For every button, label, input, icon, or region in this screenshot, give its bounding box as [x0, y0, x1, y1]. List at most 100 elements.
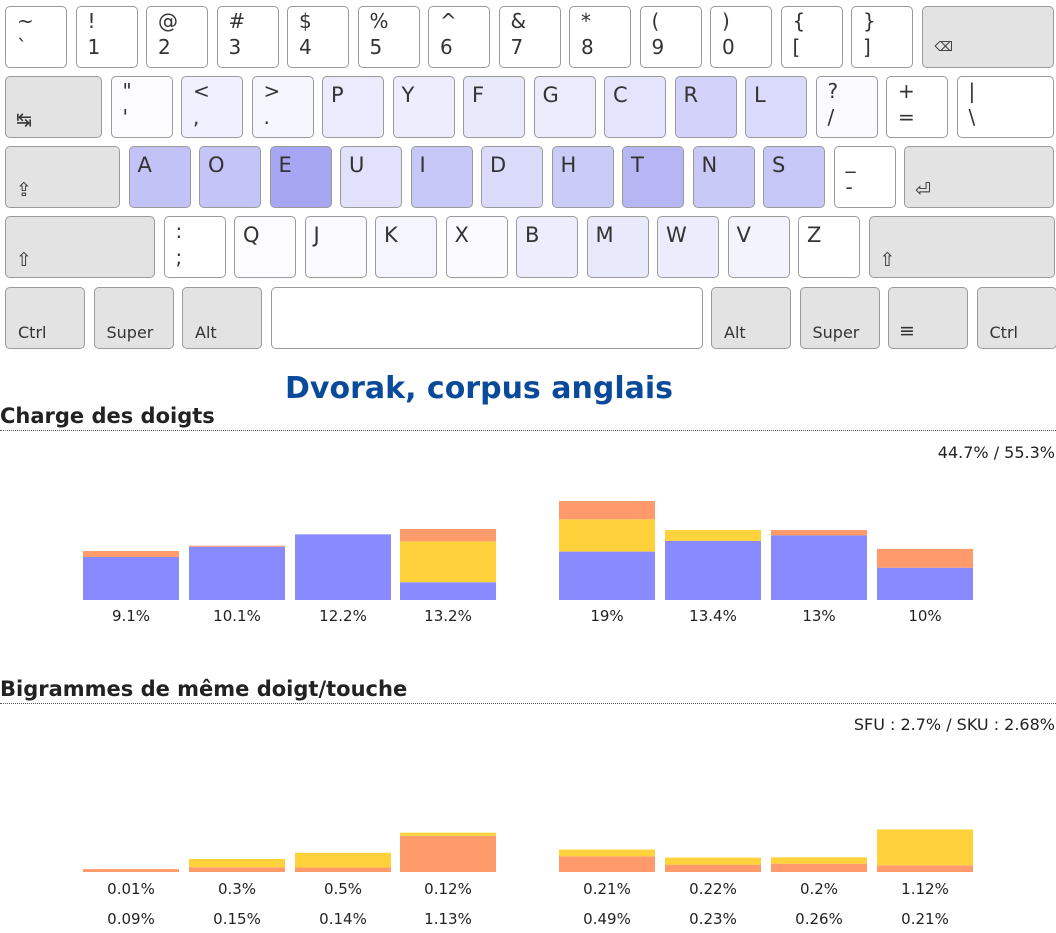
key-e[interactable]: E — [269, 146, 332, 208]
key-label: L — [754, 83, 766, 107]
bar-segment-yellow — [295, 852, 391, 868]
bar-label: 13.2% — [424, 607, 472, 625]
key-alt[interactable]: Alt — [711, 287, 791, 349]
bar-label: 10% — [908, 607, 941, 625]
key-base-label: ` — [17, 35, 27, 59]
key-symbol[interactable]: >. — [251, 76, 314, 138]
key-symbol[interactable]: {[ — [780, 6, 843, 68]
key-symbol[interactable]: (9 — [639, 6, 702, 68]
sfu-label: 0.3% — [218, 880, 256, 898]
key-y[interactable]: Y — [392, 76, 455, 138]
key-symbol[interactable]: | \ — [956, 76, 1054, 138]
bar-segment-blue — [295, 534, 391, 600]
key-u[interactable]: U — [340, 146, 402, 208]
key-a[interactable]: A — [128, 146, 191, 208]
key-tab[interactable]: ↹ — [5, 76, 102, 138]
key-symbol[interactable]: }] — [851, 6, 913, 68]
key-symbol[interactable]: ^ 6 — [428, 6, 490, 68]
tab-icon: ↹ — [16, 109, 32, 131]
key-shift-label: } — [863, 9, 876, 33]
key-s[interactable]: S — [763, 146, 825, 208]
key-shift-label: ~ — [17, 9, 34, 33]
key-o[interactable]: O — [199, 146, 261, 208]
key-space[interactable] — [270, 287, 703, 349]
key-x[interactable]: X — [445, 216, 508, 278]
key-symbol[interactable]: @2 — [146, 6, 208, 68]
key-right-shift[interactable]: ⇧ — [868, 216, 1055, 278]
key-shift-label: @ — [158, 9, 178, 33]
key-symbol[interactable]: + = — [886, 76, 948, 138]
key-symbol[interactable]: " ' — [110, 76, 173, 138]
key-symbol[interactable]: * 8 — [569, 6, 631, 68]
key-ctrl[interactable]: Ctrl — [5, 287, 85, 349]
key-label: R — [683, 83, 699, 107]
key-f[interactable]: F — [463, 76, 525, 138]
key-k[interactable]: K — [375, 216, 437, 278]
key-symbol[interactable]: ~ ` — [5, 6, 67, 68]
key-label: Super — [812, 323, 860, 342]
key-label: P — [331, 83, 344, 107]
key-label: Q — [243, 223, 260, 247]
sku-label: 0.21% — [901, 910, 949, 928]
key-symbol[interactable]: & 7 — [498, 6, 561, 68]
key-symbol[interactable]: ) 0 — [710, 6, 772, 68]
key-r[interactable]: R — [674, 76, 737, 138]
key-h[interactable]: H — [551, 146, 614, 208]
bar-label: 10.1% — [213, 607, 261, 625]
key-base-label: 8 — [581, 35, 594, 59]
key-menu[interactable]: ≡ — [888, 287, 968, 349]
key-alt[interactable]: Alt — [182, 287, 262, 349]
bar-segment-orange — [877, 865, 973, 872]
bar-segment-orange — [83, 869, 179, 872]
key-ctrl[interactable]: Ctrl — [976, 287, 1056, 349]
key-m[interactable]: M — [586, 216, 649, 278]
key-symbol[interactable]: ! 1 — [75, 6, 138, 68]
bar-segment-yellow — [400, 832, 496, 836]
key-base-label: 4 — [299, 35, 312, 59]
key-base-label: 6 — [440, 35, 453, 59]
key-n[interactable]: N — [692, 146, 755, 208]
key-label: U — [349, 153, 365, 177]
key-symbol[interactable]: ? / — [815, 76, 878, 138]
key-l[interactable]: L — [745, 76, 807, 138]
key-i[interactable]: I — [410, 146, 473, 208]
key-symbol[interactable]: $4 — [287, 6, 349, 68]
key-enter[interactable]: ⏎ — [904, 146, 1054, 208]
sfu-label: 1.12% — [901, 880, 949, 898]
key-symbol[interactable]: #3 — [216, 6, 279, 68]
key-j[interactable]: J — [304, 216, 367, 278]
key-super[interactable]: Super — [93, 287, 174, 349]
key-symbol[interactable]: :; — [163, 216, 226, 278]
bar-segment-orange — [559, 856, 655, 872]
key-v[interactable]: V — [727, 216, 790, 278]
key-symbol[interactable]: _ - — [833, 146, 896, 208]
key-backspace[interactable]: ⌫ — [921, 6, 1054, 68]
key-caps-lock[interactable]: ⇪ — [5, 146, 120, 208]
key-t[interactable]: T — [622, 146, 684, 208]
key-label: Ctrl — [989, 323, 1018, 342]
key-w[interactable]: W — [657, 216, 719, 278]
key-z[interactable]: Z — [798, 216, 860, 278]
key-p[interactable]: P — [322, 76, 384, 138]
bar-segment-blue — [559, 551, 655, 600]
key-base-label: = — [898, 105, 915, 129]
same-finger-heading: Bigrammes de même doigt/touche — [0, 676, 1056, 704]
key-g[interactable]: G — [533, 76, 596, 138]
key-base-label: / — [827, 105, 835, 129]
key-label: Ctrl — [18, 323, 47, 342]
bar-segment-yellow — [559, 519, 655, 552]
caps-lock-icon: ⇪ — [16, 179, 32, 201]
bar-label: 19% — [590, 607, 623, 625]
same-finger-summary: SFU : 2.7% / SKU : 2.68% — [853, 715, 1055, 734]
key-c[interactable]: C — [604, 76, 666, 138]
key-symbol[interactable]: % 5 — [357, 6, 420, 68]
key-label: Y — [401, 83, 415, 107]
key-d[interactable]: D — [481, 146, 543, 208]
key-q[interactable]: Q — [234, 216, 296, 278]
key-left-shift[interactable]: ⇧ — [5, 216, 155, 278]
key-super[interactable]: Super — [799, 287, 880, 349]
key-shift-label: ! — [87, 9, 96, 33]
key-symbol[interactable]: <, — [181, 76, 243, 138]
sku-label: 0.09% — [107, 910, 155, 928]
key-b[interactable]: B — [516, 216, 578, 278]
